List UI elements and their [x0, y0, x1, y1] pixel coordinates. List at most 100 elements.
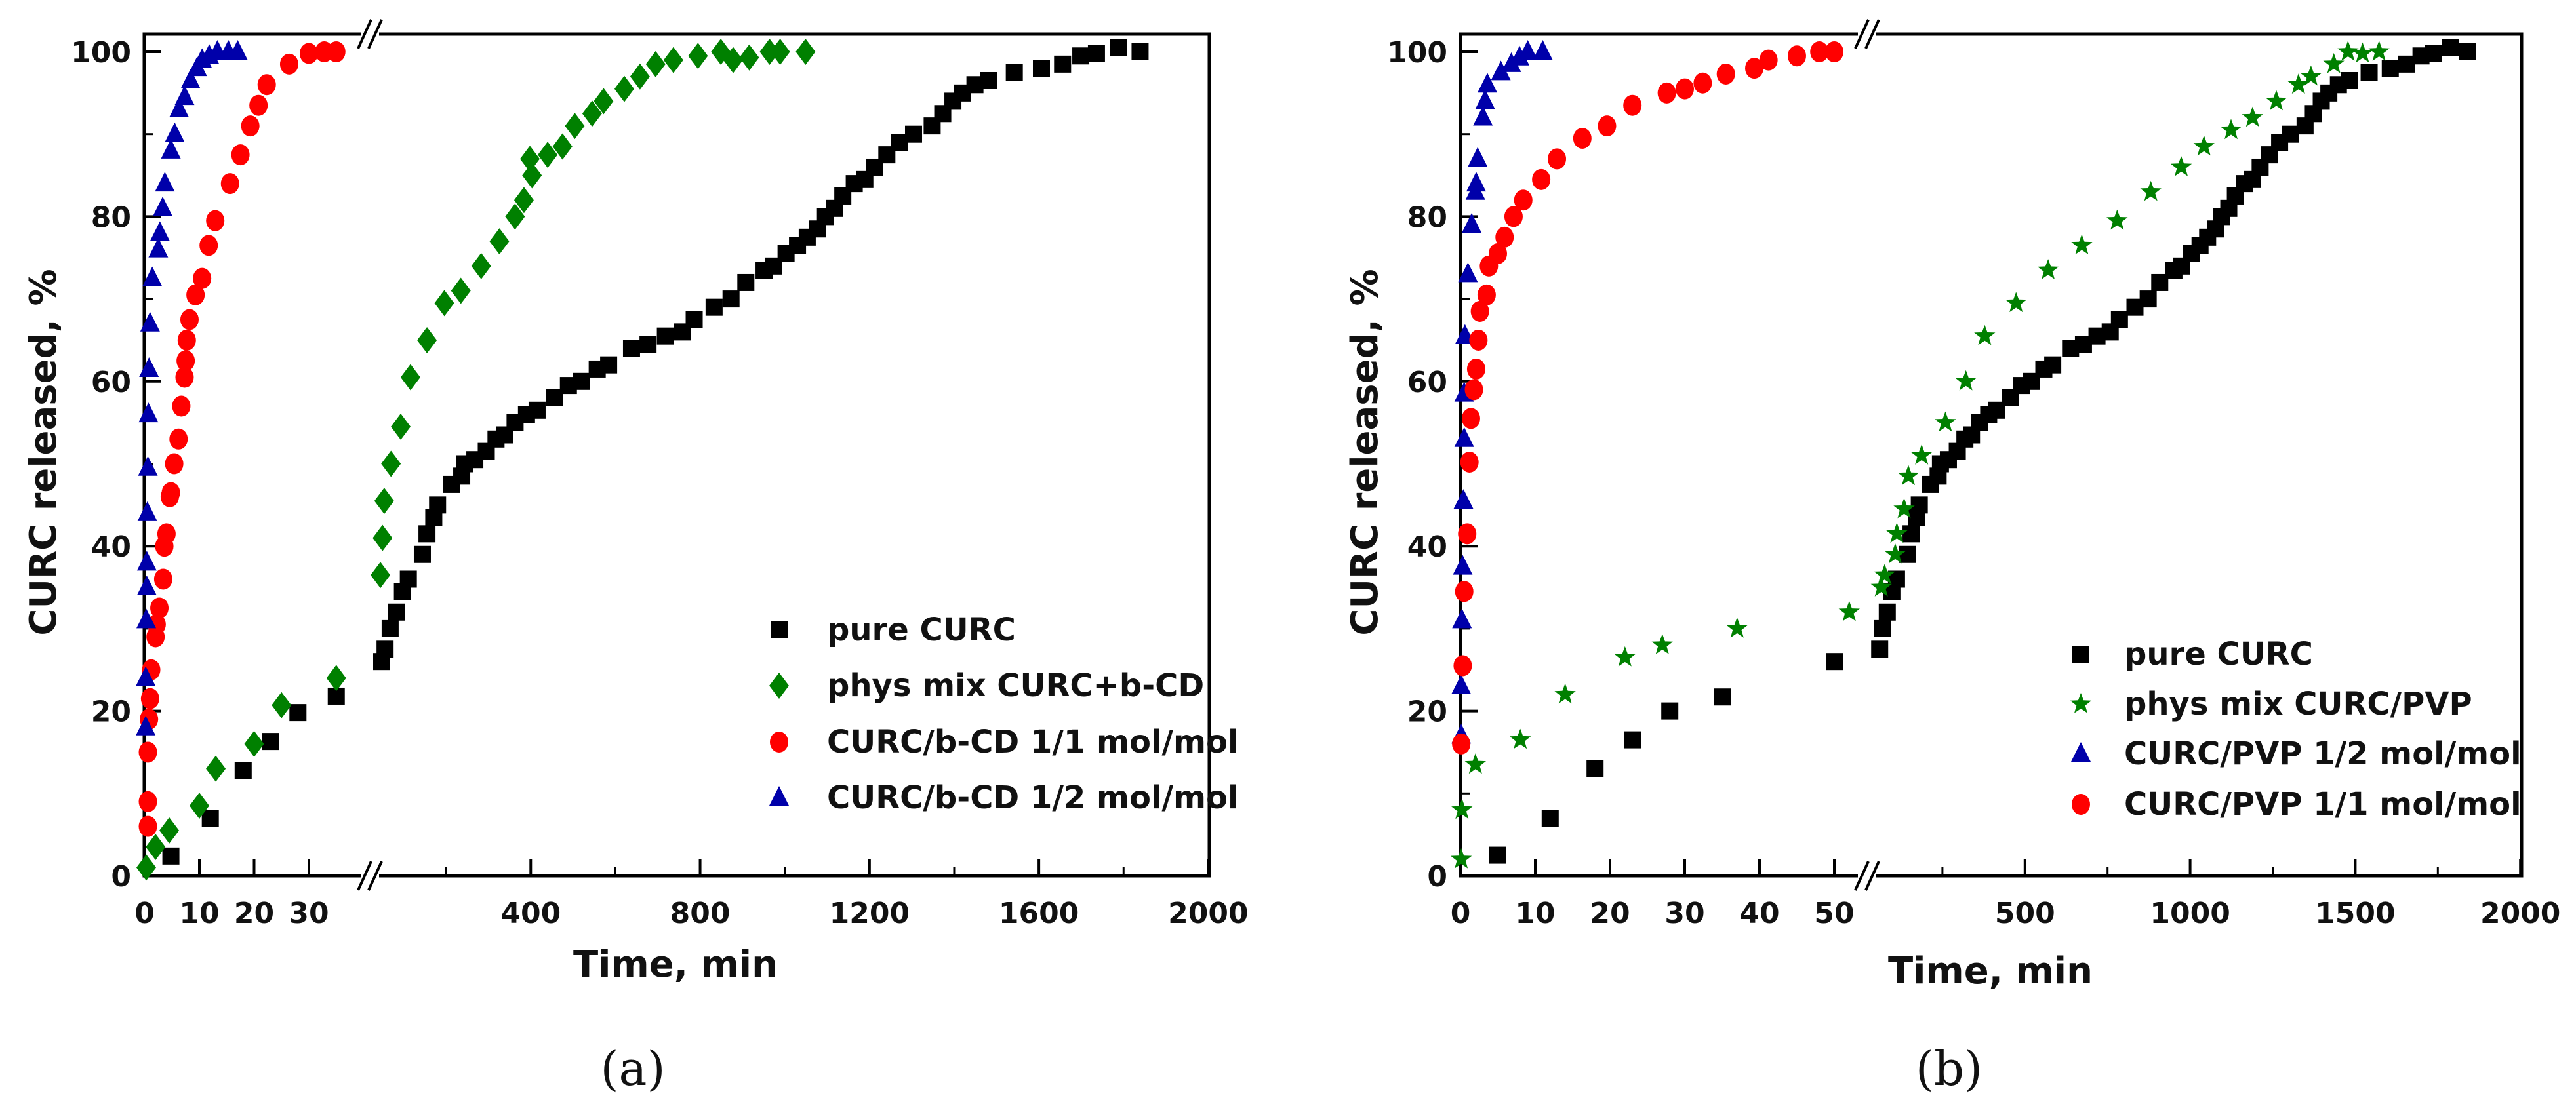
square-marker — [1541, 810, 1559, 827]
square-marker — [771, 621, 788, 638]
circle-marker — [770, 732, 788, 753]
diamond-marker — [688, 43, 708, 69]
square-marker — [2044, 356, 2062, 374]
diamond-marker — [552, 133, 573, 160]
x-tick-label: 50 — [1814, 897, 1854, 930]
circle-marker — [327, 41, 346, 62]
circle-marker — [138, 741, 157, 763]
star-marker — [1451, 848, 1472, 869]
triangle-marker — [138, 402, 159, 423]
circle-marker — [1455, 581, 1474, 602]
legend-label: CURC/PVP 1/1 mol/mol — [2124, 786, 2522, 823]
diamond-marker — [391, 413, 411, 440]
circle-marker — [140, 688, 159, 709]
diamond-marker — [326, 665, 346, 692]
triangle-marker — [169, 97, 190, 117]
triangle-marker — [174, 85, 195, 106]
diamond-marker — [244, 730, 264, 757]
diamond-marker — [723, 47, 743, 73]
diamond-marker — [759, 39, 780, 65]
star-marker — [1554, 683, 1576, 704]
circle-marker — [186, 284, 205, 305]
square-marker — [656, 327, 674, 345]
triangle-marker — [139, 357, 159, 377]
diamond-marker — [372, 524, 393, 551]
star-marker — [1464, 753, 1486, 774]
y-tick-label: 0 — [1427, 860, 1447, 893]
triangle-marker — [1533, 40, 1553, 60]
square-marker — [1054, 55, 1072, 73]
square-marker — [1871, 640, 1889, 658]
diamond-marker — [770, 39, 790, 65]
circle-marker — [172, 395, 191, 417]
circle-marker — [257, 74, 276, 96]
legend-item: phys mix CURC+b-CD — [769, 667, 1204, 704]
x-tick-label: 20 — [234, 897, 274, 930]
triangle-marker — [180, 68, 201, 88]
circle-marker — [300, 43, 318, 64]
series-phys-mix-curc-pvp — [1451, 41, 2390, 869]
square-marker — [1005, 64, 1023, 81]
square-marker — [2282, 125, 2299, 143]
circle-marker — [2072, 794, 2090, 815]
plot-frame — [142, 32, 1211, 878]
star-marker — [2037, 259, 2059, 279]
triangle-marker — [165, 122, 185, 142]
circle-marker — [1489, 243, 1507, 264]
triangle-marker — [140, 311, 160, 332]
star-marker — [2337, 41, 2359, 61]
diamond-marker — [272, 692, 292, 718]
circle-marker — [175, 366, 194, 388]
square-marker — [2442, 39, 2459, 56]
circle-marker — [193, 267, 212, 289]
circle-marker — [1788, 45, 1806, 67]
diamond-marker — [739, 44, 759, 71]
axis-break-mark — [367, 19, 383, 49]
square-marker — [2110, 311, 2128, 328]
circle-marker — [231, 144, 250, 166]
square-marker — [622, 340, 640, 357]
triangle-marker — [2071, 742, 2091, 762]
x-axis-title: Time, min — [573, 943, 778, 986]
triangle-marker — [1451, 674, 1472, 694]
diamond-marker — [451, 277, 471, 304]
x-tick-label: 1200 — [830, 897, 910, 930]
y-tick-label: 80 — [91, 201, 131, 234]
triangle-marker — [1478, 73, 1498, 93]
square-marker — [1661, 702, 1679, 720]
legend-label: phys mix CURC+b-CD — [827, 667, 1204, 704]
triangle-marker — [1510, 45, 1530, 66]
circle-marker — [1469, 329, 1488, 351]
y-tick-label: 40 — [1407, 530, 1447, 564]
triangle-marker — [142, 266, 163, 286]
star-marker — [1935, 411, 1956, 432]
circle-marker — [165, 453, 184, 475]
square-marker — [1874, 619, 1891, 637]
legend-item: CURC/PVP 1/2 mol/mol — [2071, 736, 2522, 772]
diamond-marker — [381, 450, 401, 477]
square-marker — [413, 545, 431, 563]
diamond-marker — [190, 793, 209, 819]
circle-marker — [1598, 115, 1617, 137]
legend-item: CURC/PVP 1/1 mol/mol — [2072, 786, 2522, 823]
series-pure-curc — [162, 39, 1149, 865]
series-curc-pvp-1-1-mol-mol — [1452, 41, 1843, 755]
circle-marker — [177, 329, 196, 351]
axis-break-mark — [357, 19, 372, 49]
circle-marker — [206, 210, 225, 231]
legend-label: phys mix CURC/PVP — [2124, 686, 2472, 722]
x-tick-label: 400 — [500, 897, 561, 930]
triangle-marker — [1453, 489, 1474, 509]
triangle-marker — [136, 666, 156, 686]
diamond-marker — [489, 228, 510, 255]
square-marker — [1131, 43, 1149, 60]
diamond-marker — [374, 488, 394, 515]
square-marker — [2072, 646, 2089, 663]
axis-break-mark — [1864, 19, 1880, 49]
triangle-marker — [1473, 106, 1493, 126]
triangle-marker — [1475, 89, 1495, 109]
triangle-marker — [161, 138, 181, 159]
square-marker — [1072, 47, 1090, 65]
square-marker — [2139, 290, 2157, 308]
